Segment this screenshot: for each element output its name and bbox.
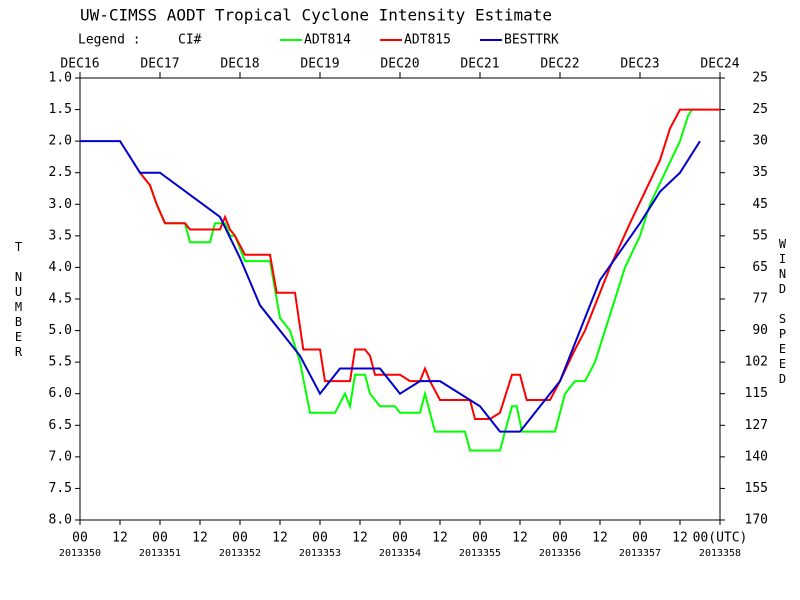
x-tick-label: 12 — [672, 531, 688, 546]
series-line — [139, 109, 693, 452]
y-tick-label: 2.5 — [49, 165, 72, 180]
x-tick-label: 12 — [432, 531, 448, 546]
y2-tick-label: 45 — [752, 197, 768, 212]
y2-tick-label: 155 — [745, 481, 768, 496]
x-tick-label: 00 — [472, 531, 488, 546]
y-tick-label: 7.5 — [49, 481, 72, 496]
y2-tick-label: 25 — [752, 102, 768, 117]
legend-entry: ADT815 — [404, 33, 451, 48]
x-tick-label: 12 — [592, 531, 608, 546]
date-label: 2013355 — [459, 548, 501, 559]
legend-entry: ADT814 — [304, 33, 351, 48]
date-label: 2013357 — [619, 548, 661, 559]
legend-entry: BESTTRK — [504, 33, 559, 48]
y2-tick-label: 55 — [752, 228, 768, 243]
y-tick-label: 3.5 — [49, 228, 72, 243]
y-tick-label: 4.0 — [49, 260, 72, 275]
y2-tick-label: 65 — [752, 260, 768, 275]
y-tick-label: 6.0 — [49, 386, 72, 401]
x-tick-label: 12 — [112, 531, 128, 546]
x-tick-label: 12 — [192, 531, 208, 546]
top-tick-label: DEC24 — [700, 57, 739, 72]
top-tick-label: DEC18 — [220, 57, 259, 72]
x-tick-label: 12 — [272, 531, 288, 546]
y2-tick-label: 77 — [752, 292, 768, 307]
x-tick-label: 00 — [392, 531, 408, 546]
x-tick-label: 00(UTC) — [693, 531, 748, 546]
x-tick-label: 00 — [232, 531, 248, 546]
y2-tick-label: 35 — [752, 165, 768, 180]
top-tick-label: DEC22 — [540, 57, 579, 72]
y2-axis-label: WIND SPEED — [776, 237, 790, 387]
x-tick-label: 00 — [632, 531, 648, 546]
y-tick-label: 8.0 — [49, 513, 72, 528]
y2-tick-label: 140 — [745, 449, 768, 464]
date-label: 2013356 — [539, 548, 581, 559]
x-tick-label: 00 — [312, 531, 328, 546]
y2-tick-label: 30 — [752, 134, 768, 149]
date-label: 2013358 — [699, 548, 741, 559]
top-tick-label: DEC17 — [140, 57, 179, 72]
y2-tick-label: 102 — [745, 355, 768, 370]
x-tick-label: 12 — [512, 531, 528, 546]
x-tick-label: 00 — [72, 531, 88, 546]
y-tick-label: 2.0 — [49, 134, 72, 149]
y-tick-label: 5.0 — [49, 323, 72, 338]
top-tick-label: DEC19 — [300, 57, 339, 72]
top-tick-label: DEC16 — [60, 57, 99, 72]
top-tick-label: DEC23 — [620, 57, 659, 72]
series-line — [80, 140, 701, 433]
y-axis-label: T NUMBER — [12, 240, 26, 360]
y2-tick-label: 90 — [752, 323, 768, 338]
chart-title: UW-CIMSS AODT Tropical Cyclone Intensity… — [80, 6, 552, 25]
y2-tick-label: 115 — [745, 386, 768, 401]
date-label: 2013353 — [299, 548, 341, 559]
y2-tick-label: 25 — [752, 71, 768, 86]
series-line — [139, 108, 720, 420]
date-label: 2013352 — [219, 548, 261, 559]
x-tick-label: 12 — [352, 531, 368, 546]
top-tick-label: DEC21 — [460, 57, 499, 72]
legend-ci: CI# — [178, 33, 202, 48]
x-tick-label: 00 — [152, 531, 168, 546]
y-tick-label: 5.5 — [49, 355, 72, 370]
x-tick-label: 00 — [552, 531, 568, 546]
top-tick-label: DEC20 — [380, 57, 419, 72]
y-tick-label: 1.0 — [49, 71, 72, 86]
y-tick-label: 3.0 — [49, 197, 72, 212]
y-tick-label: 1.5 — [49, 102, 72, 117]
y-tick-label: 6.5 — [49, 418, 72, 433]
y-tick-label: 4.5 — [49, 292, 72, 307]
date-label: 2013351 — [139, 548, 181, 559]
date-label: 2013354 — [379, 548, 421, 559]
y2-tick-label: 170 — [745, 513, 768, 528]
legend-label: Legend : — [78, 33, 141, 48]
date-label: 2013350 — [59, 548, 101, 559]
y2-tick-label: 127 — [745, 418, 768, 433]
y-tick-label: 7.0 — [49, 449, 72, 464]
